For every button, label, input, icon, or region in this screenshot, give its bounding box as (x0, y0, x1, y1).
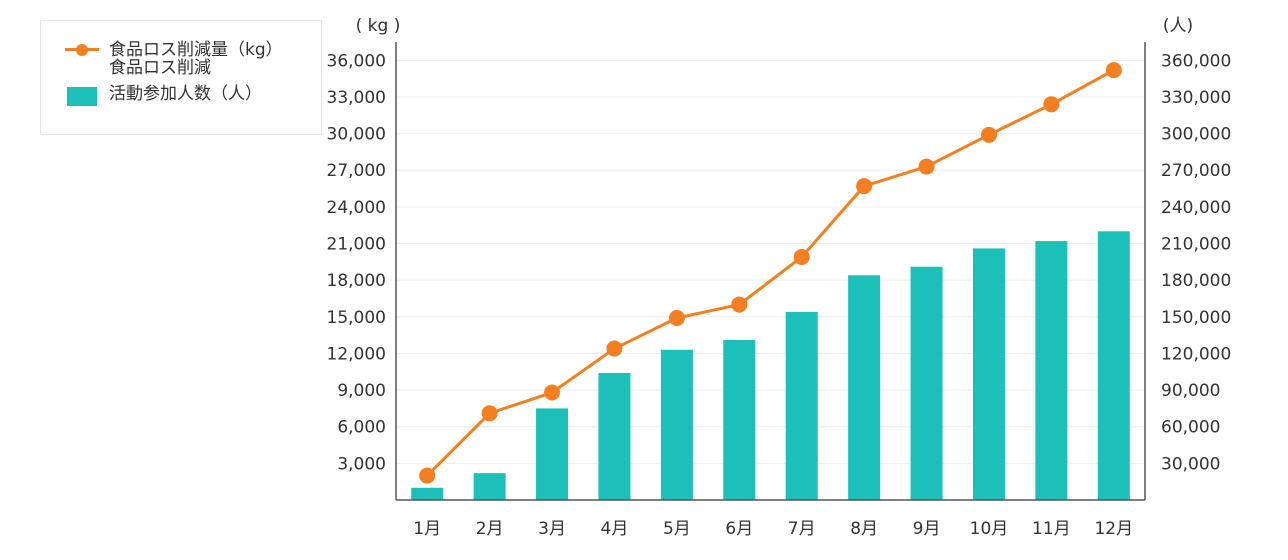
y-left-unit: ( kg ) (356, 16, 401, 36)
x-tick-label: 7月 (788, 519, 816, 539)
x-tick-label: 11月 (1032, 519, 1071, 539)
y-left-tick-label: 30,000 (327, 125, 386, 145)
y-right-unit: (人) (1163, 16, 1193, 36)
bar (411, 487, 444, 500)
y-right-tick-label: 330,000 (1161, 88, 1231, 108)
bar (785, 311, 818, 500)
legend-label-food-loss: 食品ロス削減量（kg） (109, 40, 283, 60)
y-right-tick-label: 270,000 (1161, 161, 1231, 181)
bar (598, 372, 631, 500)
y-left-tick-label: 3,000 (337, 454, 386, 474)
legend-line-marker (65, 43, 99, 56)
line-point (419, 467, 436, 484)
y-left-tick-label: 6,000 (337, 418, 386, 438)
bar (536, 408, 569, 500)
x-tick-label: 5月 (663, 519, 691, 539)
bar (972, 248, 1005, 500)
line-point (731, 296, 748, 313)
y-left-tick-label: 27,000 (327, 161, 386, 181)
x-tick-label: 1月 (413, 519, 441, 539)
x-tick-label: 3月 (538, 519, 566, 539)
y-left-tick-label: 24,000 (327, 198, 386, 218)
line-point (793, 248, 810, 265)
x-tick-label: 4月 (601, 519, 629, 539)
y-right-tick-label: 90,000 (1161, 381, 1220, 401)
line-series (426, 68, 1115, 477)
line-point (1043, 96, 1060, 113)
line-point (856, 178, 873, 195)
y-right-tick-label: 120,000 (1161, 344, 1231, 364)
y-right-tick-label: 60,000 (1161, 418, 1220, 438)
y-right-tick-label: 360,000 (1161, 51, 1231, 71)
y-right-tick-label: 240,000 (1161, 198, 1231, 218)
x-tick-label: 6月 (725, 519, 753, 539)
y-right-tick-label: 210,000 (1161, 235, 1231, 255)
bar (910, 266, 943, 500)
bar (723, 340, 756, 500)
x-tick-label: 9月 (913, 519, 941, 539)
x-tick-label: 2月 (476, 519, 504, 539)
y-right-tick-label: 180,000 (1161, 271, 1231, 291)
y-right-tick-label: 30,000 (1161, 454, 1220, 474)
line-point (606, 340, 623, 357)
legend: 食品ロス削減量（kg） 食品ロス削減 活動参加人数（人） (40, 20, 322, 135)
line-point (481, 405, 498, 422)
y-right-tick-label: 150,000 (1161, 308, 1231, 328)
y-right-tick-label: 300,000 (1161, 125, 1231, 145)
line-point (980, 126, 997, 143)
line-point (668, 310, 685, 327)
y-left-tick-label: 15,000 (327, 308, 386, 328)
y-left-tick-label: 21,000 (327, 235, 386, 255)
y-left-tick-label: 12,000 (327, 344, 386, 364)
line-point (918, 158, 935, 175)
x-tick-label: 12月 (1094, 519, 1133, 539)
y-left-tick-label: 36,000 (327, 51, 386, 71)
y-left-tick-label: 9,000 (337, 381, 386, 401)
bar (660, 349, 693, 500)
x-tick-label: 8月 (850, 519, 878, 539)
y-left-tick-label: 33,000 (327, 88, 386, 108)
bar (1035, 241, 1068, 500)
y-left-tick-label: 18,000 (327, 271, 386, 291)
line-point (544, 384, 561, 401)
bar (848, 275, 881, 500)
bar (473, 473, 506, 500)
legend-label-participants-line1: 食品ロス削減 (109, 58, 211, 78)
line-point (1105, 62, 1122, 79)
bar (1097, 231, 1130, 500)
x-tick-label: 10月 (970, 519, 1009, 539)
legend-label-participants-line2: 活動参加人数（人） (109, 84, 262, 104)
legend-bar-marker (67, 87, 97, 106)
